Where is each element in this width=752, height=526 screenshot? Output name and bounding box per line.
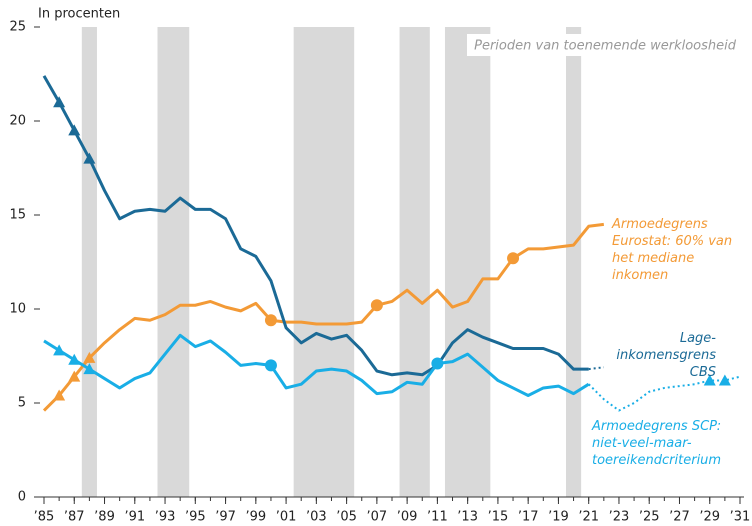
legend-box xyxy=(467,34,740,56)
series-line xyxy=(43,333,590,397)
x-tick-label: ’05 xyxy=(336,510,357,525)
triangle-marker xyxy=(68,353,81,365)
shaded-period xyxy=(157,27,190,497)
x-tick-label: ’15 xyxy=(488,510,509,525)
x-tick-label: ’17 xyxy=(518,510,539,525)
x-tick-label: ’95 xyxy=(185,510,206,525)
series-label: Lage-inkomensgrens CBS xyxy=(616,331,716,380)
circle-marker xyxy=(264,314,277,327)
y-tick-label: 10 xyxy=(9,302,26,317)
y-tick-label: 5 xyxy=(18,396,26,411)
shaded-period xyxy=(444,27,491,497)
triangle-marker xyxy=(83,351,96,363)
y-tick-label: 0 xyxy=(18,490,26,505)
series-label: Armoedegrens Eurostat: 60% van het media… xyxy=(612,217,733,283)
series-label: Armoedegrens SCP: niet-veel-maar-toereik… xyxy=(592,419,722,468)
x-tick-label: ’87 xyxy=(64,510,85,525)
triangle-marker xyxy=(83,363,96,375)
x-tick-label: ’89 xyxy=(94,510,115,525)
x-tick-label: ’29 xyxy=(699,510,720,525)
triangle-marker xyxy=(53,389,66,401)
triangle-marker xyxy=(68,124,81,136)
triangle-marker xyxy=(53,344,66,356)
triangle-marker xyxy=(68,370,81,382)
shaded-period xyxy=(566,27,582,497)
y-tick-label: 20 xyxy=(9,114,26,129)
x-tick-label: ’85 xyxy=(34,510,55,525)
circle-marker xyxy=(431,357,444,370)
x-tick-label: ’27 xyxy=(669,510,690,525)
x-tick-label: ’19 xyxy=(548,510,569,525)
x-tick-label: ’13 xyxy=(457,510,478,525)
y-axis-label: In procenten xyxy=(38,7,120,22)
x-tick-label: ’11 xyxy=(427,510,448,525)
projection-line xyxy=(587,375,741,412)
x-tick-label: ’97 xyxy=(215,510,236,525)
x-tick-label: ’09 xyxy=(397,510,418,525)
shaded-period xyxy=(399,27,430,497)
circle-marker xyxy=(370,299,383,312)
legend-text: Perioden van toenemende werkloosheid xyxy=(474,39,737,54)
x-tick-label: ’99 xyxy=(245,510,266,525)
x-tick-label: ’91 xyxy=(124,510,145,525)
circle-marker xyxy=(264,359,277,372)
x-tick-label: ’93 xyxy=(155,510,176,525)
x-tick-label: ’21 xyxy=(578,510,599,525)
series-line xyxy=(42,75,589,377)
y-tick-label: 25 xyxy=(9,20,26,35)
x-tick-label: ’23 xyxy=(609,510,630,525)
triangle-marker xyxy=(703,374,716,386)
x-tick-label: ’01 xyxy=(276,510,297,525)
triangle-marker xyxy=(83,152,96,164)
triangle-marker xyxy=(53,96,66,108)
x-tick-label: ’25 xyxy=(639,510,660,525)
circle-marker xyxy=(507,252,520,265)
x-tick-label: ’07 xyxy=(367,510,388,525)
x-tick-label: ’03 xyxy=(306,510,327,525)
y-tick-label: 15 xyxy=(9,208,26,223)
shaded-period xyxy=(81,27,97,497)
shaded-period xyxy=(293,27,355,497)
x-tick-label: ’31 xyxy=(730,510,751,525)
triangle-marker xyxy=(718,374,731,386)
